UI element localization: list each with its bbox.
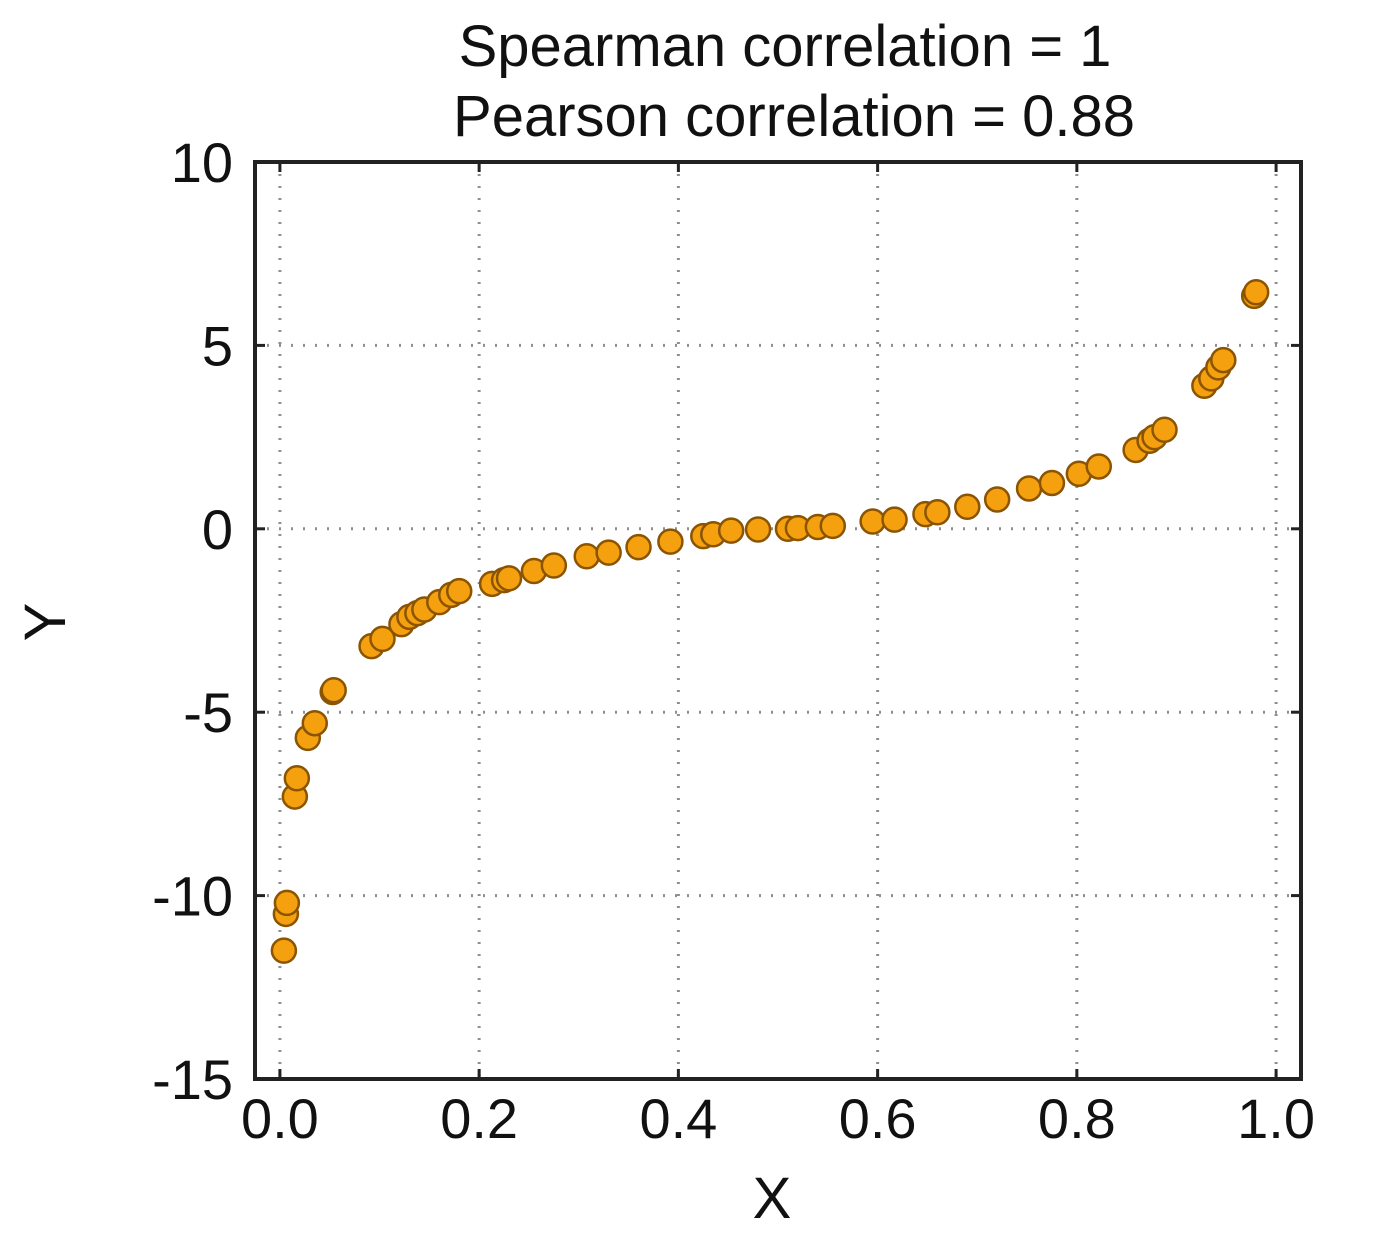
y-tick-label: -5 <box>183 681 233 744</box>
y-tick-label: 0 <box>202 498 233 561</box>
axis-ticks: 0.0 0.2 0.4 0.6 0.8 1.0 10 5 0 -5 -10 -15 <box>152 131 1315 1150</box>
scatter-point <box>1085 453 1113 480</box>
scatter-point <box>1015 475 1043 502</box>
x-tick-label: 0.0 <box>241 1087 319 1150</box>
scatter-point <box>625 533 652 561</box>
scatter-point <box>369 625 396 653</box>
scatter-point <box>273 889 301 917</box>
x-tick-label: 1.0 <box>1237 1087 1315 1150</box>
scatter-point <box>283 764 311 792</box>
plot-frame <box>253 160 1303 1081</box>
x-axis-label: X <box>753 1166 792 1231</box>
y-tick-label: -10 <box>152 865 233 928</box>
x-tick-label: 0.6 <box>839 1087 917 1150</box>
scatter-point <box>495 565 523 592</box>
scatter-point <box>657 528 684 555</box>
scatter-point <box>1242 278 1270 306</box>
scatter-point <box>540 552 568 579</box>
y-tick-label: -15 <box>152 1048 233 1111</box>
scatter-point <box>1038 469 1066 497</box>
scatter-point <box>924 499 951 526</box>
scatter-point <box>320 676 347 704</box>
y-tick-label: 5 <box>202 314 233 377</box>
chart-title-line-1: Spearman correlation = 1 <box>459 14 1112 79</box>
y-axis-label: Y <box>13 603 78 642</box>
x-tick-label: 0.2 <box>440 1087 518 1150</box>
scatter-point <box>270 937 298 964</box>
scatter-point <box>445 577 473 605</box>
scatter-point <box>301 709 329 737</box>
x-tick-label: 0.4 <box>639 1087 717 1150</box>
y-tick-label: 10 <box>171 131 233 194</box>
scatter-point <box>983 486 1011 513</box>
scatter-point <box>1210 346 1237 374</box>
scatter-point <box>881 506 908 533</box>
scatter-point <box>717 517 745 544</box>
data-points <box>270 278 1270 964</box>
scatter-point <box>573 543 600 570</box>
scatter-point <box>954 493 981 521</box>
scatter-point <box>1151 416 1178 444</box>
x-tick-label: 0.8 <box>1038 1087 1116 1150</box>
scatter-point <box>859 508 886 535</box>
scatter-point <box>595 539 622 566</box>
scatter-point <box>819 512 847 540</box>
chart-title-line-2: Pearson correlation = 0.88 <box>453 84 1135 149</box>
scatter-point <box>744 516 772 543</box>
